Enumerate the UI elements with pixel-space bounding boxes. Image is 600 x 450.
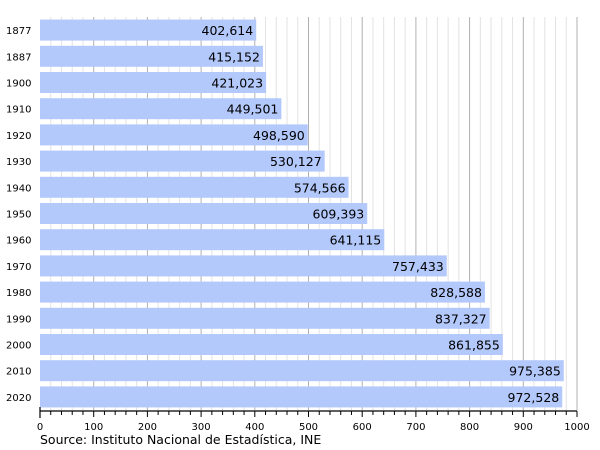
category-label: 1970: [6, 262, 31, 273]
category-label: 1887: [6, 52, 31, 63]
value-label: 449,501: [227, 102, 279, 117]
x-tick-label: 0: [37, 422, 43, 433]
bar-1887: [40, 45, 263, 67]
value-label: 972,528: [508, 390, 560, 405]
value-label: 837,327: [435, 311, 487, 326]
x-tick-label: 800: [460, 422, 479, 433]
value-label: 861,855: [448, 338, 500, 353]
bar-1900: [40, 72, 267, 93]
bar-1910: [40, 98, 282, 120]
value-label: 402,614: [202, 23, 254, 38]
category-label: 2010: [6, 367, 31, 378]
value-label: 757,433: [392, 259, 444, 274]
category-label: 1980: [6, 288, 31, 299]
bars: 1877 402,614 1887 415,152 1900 421,023 1910 449…: [6, 19, 564, 408]
value-label: 609,393: [313, 207, 365, 222]
x-axis: 0 100 200 300 400 500 600 700 800 900 1000: [37, 407, 590, 433]
x-tick-label: 200: [138, 422, 157, 433]
bar-1877: [40, 19, 257, 41]
bar-1970: [40, 255, 447, 277]
category-label: 1960: [6, 236, 31, 247]
bar-1930: [40, 150, 325, 172]
category-label: 1990: [6, 314, 31, 325]
bar-1950: [40, 203, 368, 224]
bar-1980: [40, 281, 485, 303]
value-label: 498,590: [253, 128, 305, 143]
x-tick-label: 600: [353, 422, 372, 433]
category-label: 2000: [6, 341, 31, 352]
value-label: 641,115: [330, 233, 382, 248]
bar-1940: [40, 176, 349, 198]
value-label: 421,023: [211, 76, 263, 91]
source-note: Source: Instituto Nacional de Estadístic…: [40, 432, 321, 447]
value-label: 530,127: [270, 154, 322, 169]
category-label: 1877: [6, 26, 31, 37]
value-label: 975,385: [509, 364, 561, 379]
category-label: 1900: [6, 79, 31, 90]
category-label: 1930: [6, 157, 31, 168]
category-label: 1940: [6, 183, 31, 194]
bar-2010: [40, 360, 564, 382]
bar-1920: [40, 124, 308, 146]
value-label: 574,566: [294, 180, 346, 195]
category-label: 1910: [6, 105, 31, 116]
x-tick-label: 400: [245, 422, 264, 433]
x-tick-label: 100: [84, 422, 103, 433]
category-label: 1950: [6, 210, 31, 221]
value-label: 828,588: [430, 285, 482, 300]
x-tick-label: 500: [299, 422, 318, 433]
x-tick-label: 1000: [564, 422, 589, 433]
category-label: 1920: [6, 131, 31, 142]
value-label: 415,152: [208, 49, 260, 64]
x-tick-label: 900: [514, 422, 533, 433]
x-tick-label: 700: [406, 422, 425, 433]
bar-1960: [40, 229, 385, 251]
category-label: 2020: [6, 393, 31, 404]
bar-1990: [40, 307, 490, 329]
bar-2020: [40, 386, 563, 408]
x-tick-label: 300: [192, 422, 211, 433]
bar-2000: [40, 334, 503, 355]
